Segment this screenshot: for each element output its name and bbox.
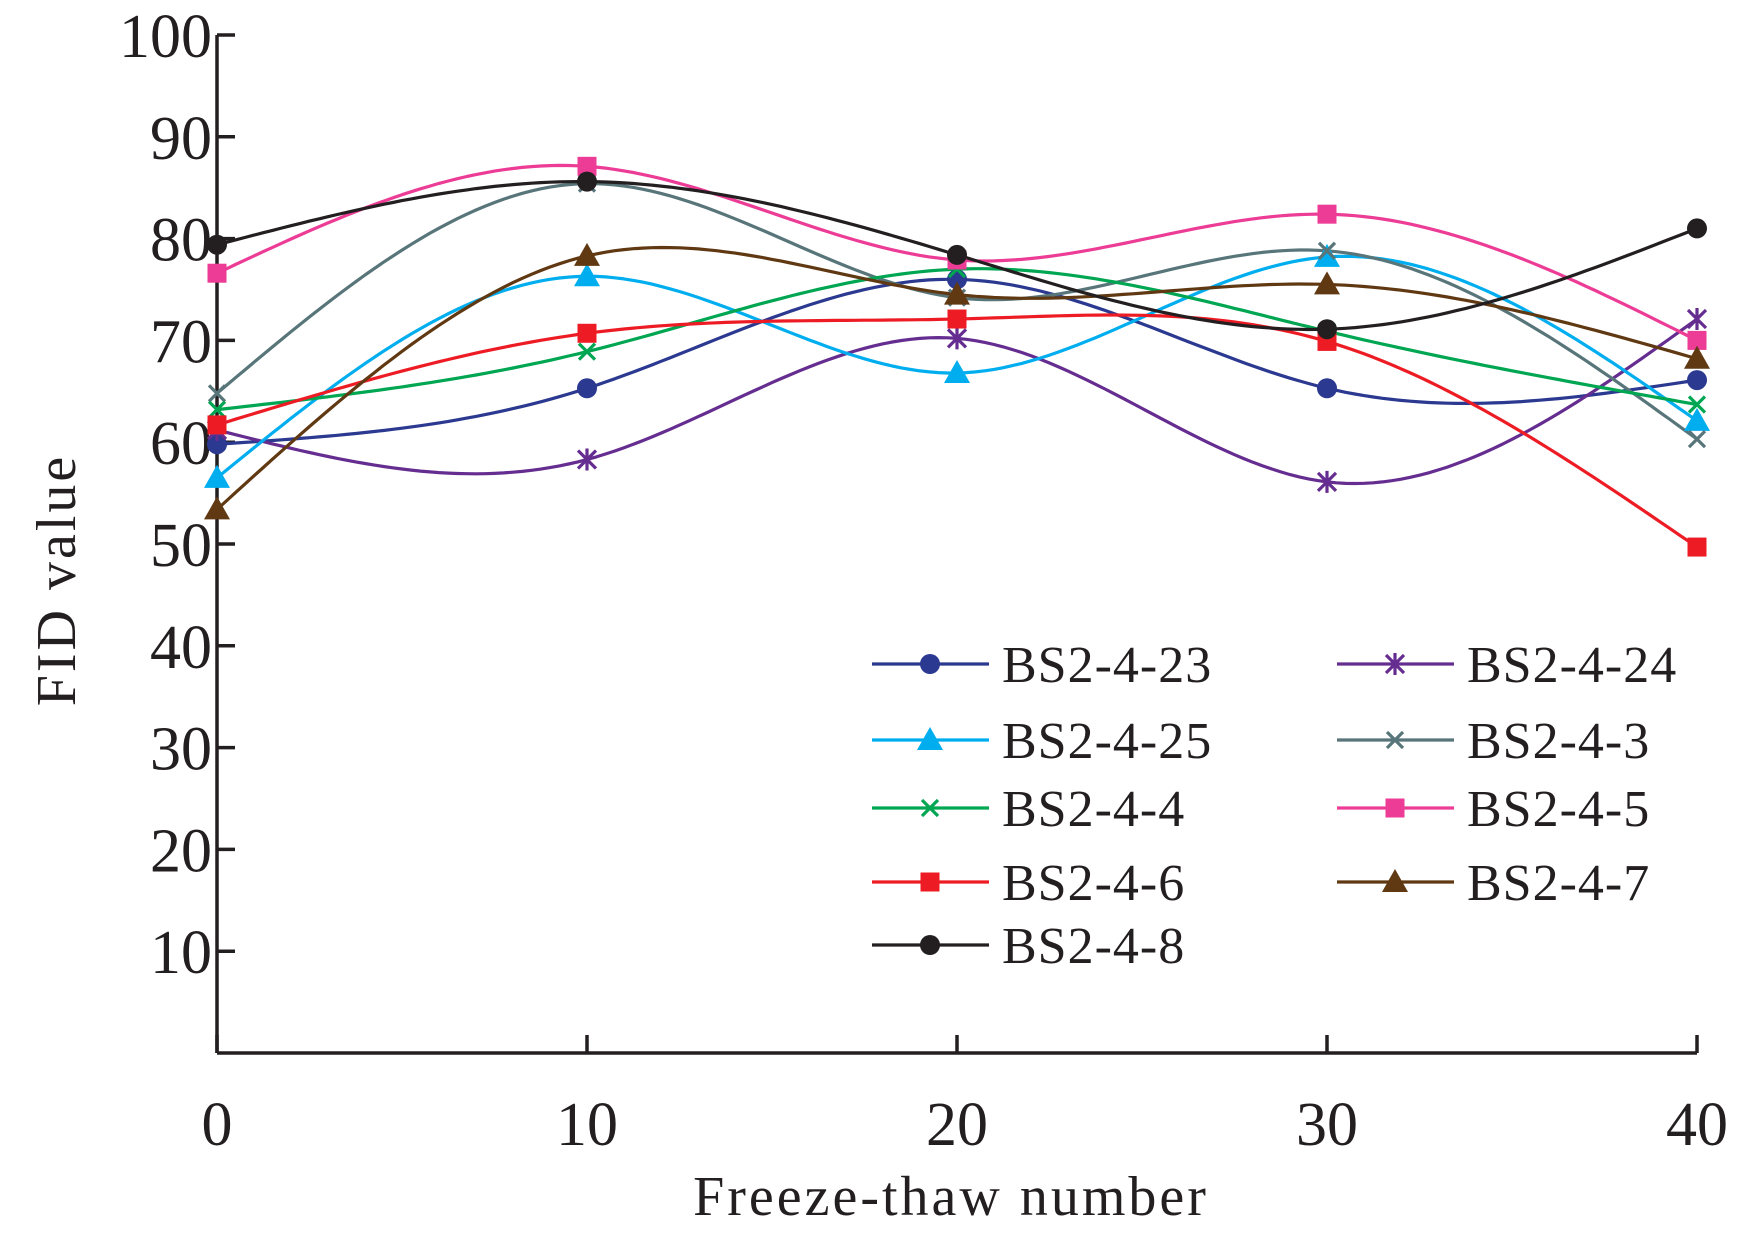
- legend-item: BS2-4-24: [1337, 637, 1677, 694]
- legend-label: BS2-4-24: [1467, 637, 1677, 694]
- data-point-bs2-4-24: [1316, 470, 1338, 493]
- legend-label: BS2-4-4: [1002, 781, 1185, 838]
- legend-item: BS2-4-8: [872, 918, 1185, 975]
- data-point-bs2-4-8: [1317, 319, 1337, 340]
- x-axis-title: Freeze-thaw number: [693, 1166, 1209, 1228]
- data-point-bs2-4-7: [574, 242, 600, 266]
- y-tick-label: 40: [150, 614, 212, 682]
- data-point-bs2-4-25: [574, 263, 600, 287]
- data-point-bs2-4-23: [577, 378, 597, 399]
- series-markers: [204, 156, 1710, 557]
- data-point-bs2-4-25: [944, 359, 970, 383]
- legend-item: BS2-4-25: [872, 713, 1212, 770]
- data-point-bs2-4-24: [1686, 308, 1708, 331]
- series-lines: [215, 163, 1699, 549]
- data-point-bs2-4-3: [1687, 430, 1707, 449]
- data-point-bs2-4-8: [207, 234, 227, 255]
- legend-label: BS2-4-5: [1467, 781, 1650, 838]
- data-point-bs2-4-23: [207, 434, 227, 455]
- data-point-bs2-4-23: [1317, 378, 1337, 399]
- y-axis-title: FID value: [26, 454, 88, 707]
- y-tick-label: 10: [150, 919, 212, 987]
- legend-label: BS2-4-7: [1467, 855, 1650, 912]
- data-point-bs2-4-25: [204, 464, 230, 488]
- data-point-bs2-4-3: [1317, 241, 1337, 260]
- legend-item: BS2-4-5: [1337, 781, 1650, 838]
- data-point-bs2-4-3: [207, 384, 227, 403]
- legend-marker: [920, 798, 940, 818]
- x-tick-label: 40: [1666, 1091, 1728, 1159]
- data-point-bs2-4-6: [207, 415, 227, 435]
- y-tick-label: 90: [150, 105, 212, 173]
- data-point-bs2-4-6: [577, 323, 597, 343]
- data-point-bs2-4-25: [1314, 243, 1340, 267]
- y-tick-label: 20: [150, 817, 212, 885]
- legend-item: BS2-4-4: [872, 781, 1185, 838]
- data-point-bs2-4-5: [1317, 204, 1337, 224]
- legend-item: BS2-4-23: [872, 637, 1212, 694]
- legend-marker: [1385, 798, 1405, 818]
- y-tick-label: 60: [150, 410, 212, 478]
- legend-marker: [1382, 869, 1408, 892]
- legend-label: BS2-4-3: [1467, 713, 1650, 770]
- x-tick-label: 30: [1296, 1091, 1358, 1159]
- data-point-bs2-4-24: [946, 327, 968, 350]
- y-tick-label: 100: [119, 3, 212, 71]
- legend-marker: [920, 654, 940, 674]
- data-point-bs2-4-7: [1314, 271, 1340, 295]
- x-axis-ticks: 0 10 20 30 40: [202, 1035, 1728, 1159]
- data-point-bs2-4-5: [207, 263, 227, 283]
- legend-marker: [1385, 730, 1405, 750]
- x-tick-label: 10: [556, 1091, 618, 1159]
- y-tick-label: 50: [150, 512, 212, 580]
- legend-item: BS2-4-3: [1337, 713, 1650, 770]
- x-tick-label: 20: [926, 1091, 988, 1159]
- legend-label: BS2-4-23: [1002, 637, 1212, 694]
- data-point-bs2-4-8: [1687, 218, 1707, 239]
- y-tick-label: 30: [150, 716, 212, 784]
- data-point-bs2-4-6: [947, 309, 967, 329]
- legend-marker: [920, 935, 940, 955]
- legend-label: BS2-4-25: [1002, 713, 1212, 770]
- legend-label: BS2-4-8: [1002, 918, 1185, 975]
- legend: BS2-4-23 BS2-4-24 BS2-4-25 BS2-4-3 BS2-4-4 BS…: [872, 637, 1677, 975]
- data-point-bs2-4-8: [577, 171, 597, 192]
- legend-marker: [920, 872, 940, 892]
- data-point-bs2-4-5: [577, 156, 597, 176]
- data-point-bs2-4-7: [1684, 345, 1710, 369]
- legend-item: BS2-4-6: [872, 855, 1185, 912]
- legend-label: BS2-4-6: [1002, 855, 1185, 912]
- x-tick-label: 0: [202, 1091, 233, 1159]
- data-point-bs2-4-4: [207, 400, 227, 419]
- legend-marker: [917, 727, 943, 750]
- series-line-bs2-4-6: [215, 313, 1699, 549]
- data-point-bs2-4-7: [944, 281, 970, 305]
- data-point-bs2-4-24: [576, 448, 598, 471]
- data-point-bs2-4-7: [204, 496, 230, 520]
- y-tick-label: 70: [150, 308, 212, 376]
- data-point-bs2-4-5: [1687, 330, 1707, 350]
- data-point-bs2-4-8: [947, 244, 967, 265]
- data-point-bs2-4-6: [1687, 537, 1707, 557]
- data-point-bs2-4-25: [1684, 407, 1710, 431]
- data-point-bs2-4-4: [1687, 395, 1707, 414]
- y-tick-label: 80: [150, 207, 212, 275]
- data-point-bs2-4-23: [1687, 370, 1707, 391]
- legend-marker: [1384, 653, 1406, 675]
- data-point-bs2-4-4: [577, 342, 597, 361]
- legend-item: BS2-4-7: [1337, 855, 1650, 912]
